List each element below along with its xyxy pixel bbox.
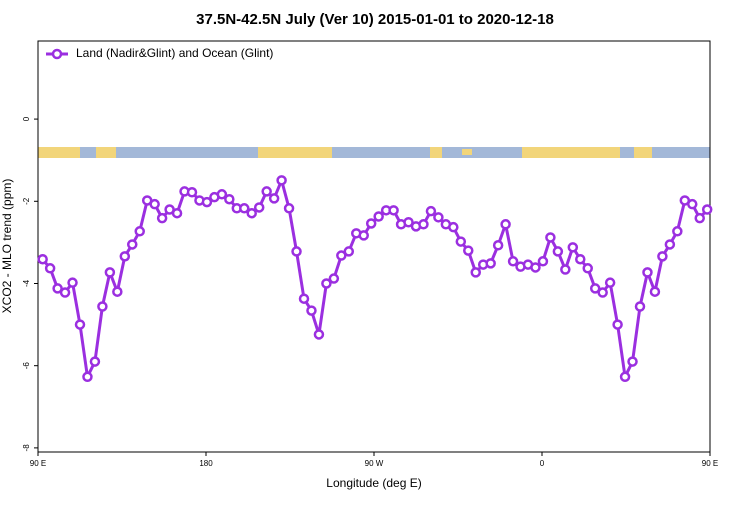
data-point bbox=[373, 211, 384, 222]
data-point bbox=[201, 196, 213, 208]
data-point bbox=[604, 277, 616, 288]
data-point bbox=[216, 189, 228, 200]
data-point bbox=[470, 267, 481, 278]
chart-title: 37.5N-42.5N July (Ver 10) 2015-01-01 to … bbox=[196, 11, 554, 28]
data-point bbox=[67, 277, 78, 288]
x-axis-label: Longitude (deg E) bbox=[326, 476, 421, 490]
data-point bbox=[687, 198, 698, 210]
data-point bbox=[463, 245, 474, 256]
data-point bbox=[268, 193, 280, 204]
data-point bbox=[657, 251, 668, 262]
data-point bbox=[74, 319, 86, 330]
data-point bbox=[119, 251, 131, 262]
data-point bbox=[492, 240, 504, 251]
data-point bbox=[112, 286, 123, 297]
y-tick-label: -6 bbox=[22, 362, 31, 370]
data-point bbox=[433, 212, 444, 223]
data-point bbox=[171, 207, 183, 219]
data-point bbox=[388, 205, 399, 216]
data-point bbox=[306, 305, 317, 316]
data-point bbox=[507, 256, 519, 267]
y-tick-label: 0 bbox=[22, 116, 31, 121]
data-point bbox=[156, 212, 168, 224]
data-point bbox=[82, 371, 93, 383]
data-point bbox=[261, 186, 272, 197]
data-point bbox=[567, 242, 579, 253]
data-point bbox=[619, 371, 631, 383]
data-point bbox=[358, 230, 369, 241]
data-point bbox=[634, 301, 646, 312]
data-point bbox=[455, 236, 467, 247]
data-point bbox=[545, 232, 556, 243]
data-point bbox=[403, 217, 414, 228]
data-point bbox=[97, 301, 108, 312]
data-point bbox=[418, 219, 429, 230]
data-point bbox=[425, 205, 437, 217]
y-tick-label: -4 bbox=[22, 279, 31, 287]
data-point bbox=[627, 356, 638, 367]
data-point bbox=[186, 186, 198, 198]
x-tick-label: 0 bbox=[540, 459, 545, 468]
data-point bbox=[59, 287, 71, 298]
data-point bbox=[276, 175, 287, 186]
data-point bbox=[343, 246, 355, 257]
data-point bbox=[37, 253, 48, 265]
data-point bbox=[291, 246, 302, 257]
data-point bbox=[239, 203, 250, 214]
legend-marker bbox=[51, 48, 63, 60]
data-point bbox=[52, 283, 63, 294]
data-point bbox=[89, 356, 101, 367]
data-point bbox=[127, 239, 138, 250]
data-point bbox=[485, 258, 496, 269]
data-point bbox=[589, 283, 601, 294]
data-point bbox=[283, 203, 295, 214]
data-point bbox=[642, 267, 653, 278]
x-tick-label: 90 E bbox=[702, 459, 718, 468]
data-point bbox=[134, 226, 145, 237]
x-tick-label: 90 W bbox=[365, 459, 384, 468]
x-tick-label: 180 bbox=[199, 459, 213, 468]
data-point bbox=[365, 218, 377, 229]
y-tick-label: -8 bbox=[22, 444, 31, 452]
data-point bbox=[575, 253, 586, 265]
data-point bbox=[149, 198, 160, 210]
data-point bbox=[500, 219, 511, 230]
data-point bbox=[530, 262, 541, 273]
y-axis-label: XCO2 - MLO trend (ppm) bbox=[0, 179, 14, 314]
x-tick-label: 90 E bbox=[30, 459, 46, 468]
data-point bbox=[448, 221, 459, 233]
data-point bbox=[104, 267, 116, 278]
data-point bbox=[672, 226, 683, 237]
data-point bbox=[537, 256, 549, 267]
data-point bbox=[321, 278, 332, 289]
data-point bbox=[44, 263, 56, 274]
data-point bbox=[694, 212, 705, 224]
data-point bbox=[612, 319, 623, 330]
data-point bbox=[552, 246, 564, 257]
data-point bbox=[253, 202, 265, 213]
data-point bbox=[224, 193, 235, 205]
data-point bbox=[560, 264, 571, 275]
data-point bbox=[664, 239, 676, 250]
data-point bbox=[582, 263, 593, 274]
y-tick-label: -2 bbox=[22, 197, 31, 205]
data-point bbox=[328, 273, 340, 284]
data-point bbox=[649, 286, 661, 297]
data-point bbox=[246, 207, 257, 219]
land-ocean-map bbox=[38, 147, 710, 158]
legend-label: Land (Nadir&Glint) and Ocean (Glint) bbox=[76, 46, 273, 60]
data-point bbox=[313, 329, 325, 340]
data-point bbox=[336, 250, 347, 261]
data-point bbox=[701, 204, 713, 215]
data-point bbox=[597, 287, 608, 298]
data-point bbox=[298, 293, 310, 304]
